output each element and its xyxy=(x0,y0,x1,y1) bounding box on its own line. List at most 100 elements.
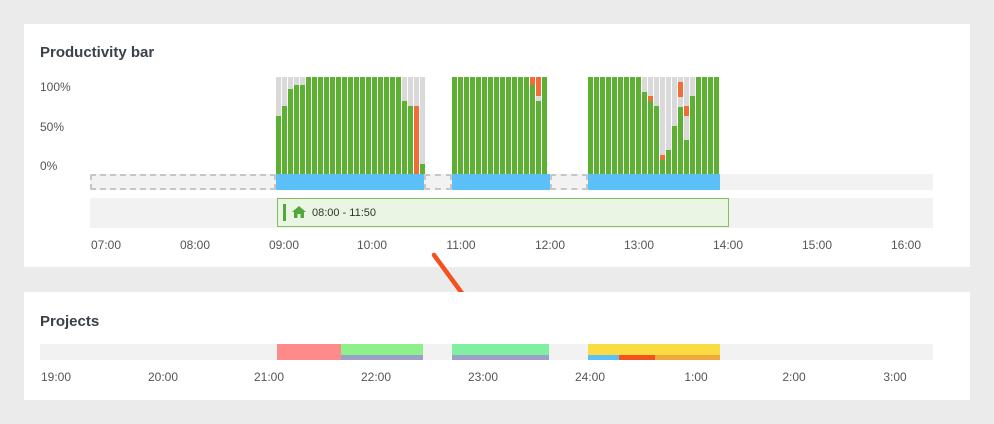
productivity-card: Productivity bar 100% 50% 0% 08:00 - 11:… xyxy=(24,24,970,267)
project-segment[interactable] xyxy=(655,355,720,360)
activity-segment[interactable] xyxy=(452,174,550,190)
productivity-bar[interactable] xyxy=(588,77,593,174)
productivity-bar[interactable] xyxy=(488,77,493,174)
productivity-bar[interactable] xyxy=(654,106,659,174)
productivity-title: Productivity bar xyxy=(40,44,155,61)
productivity-bar[interactable] xyxy=(648,101,653,174)
productivity-bar-segment xyxy=(678,97,683,107)
productivity-bar[interactable] xyxy=(396,77,401,174)
project-segment[interactable] xyxy=(452,355,549,360)
productivity-bar[interactable] xyxy=(378,77,383,174)
x-tick: 13:00 xyxy=(623,238,655,252)
productivity-bar[interactable] xyxy=(690,96,695,174)
productivity-bar[interactable] xyxy=(384,77,389,174)
productivity-bar[interactable] xyxy=(530,85,535,174)
productivity-bar[interactable] xyxy=(366,77,371,174)
productivity-bar[interactable] xyxy=(500,77,505,174)
productivity-bar[interactable] xyxy=(494,77,499,174)
productivity-bar[interactable] xyxy=(470,77,475,174)
productivity-bar-segment xyxy=(648,96,653,101)
project-segment[interactable] xyxy=(341,355,423,360)
productivity-bar[interactable] xyxy=(518,77,523,174)
productivity-bar[interactable] xyxy=(708,77,713,174)
productivity-bar[interactable] xyxy=(282,106,287,174)
productivity-bar[interactable] xyxy=(536,101,541,174)
productivity-bar[interactable] xyxy=(390,77,395,174)
productivity-bar[interactable] xyxy=(606,77,611,174)
productivity-bar[interactable] xyxy=(666,150,671,174)
productivity-bar[interactable] xyxy=(420,164,425,174)
project-segment[interactable] xyxy=(588,344,720,355)
productivity-bar[interactable] xyxy=(276,116,281,174)
projects-card: Projects 19:00 20:00 21:00 22:00 23:00 2… xyxy=(24,292,970,400)
productivity-bar[interactable] xyxy=(600,77,605,174)
productivity-bar[interactable] xyxy=(336,77,341,174)
productivity-bar[interactable] xyxy=(684,140,689,174)
productivity-bar-segment xyxy=(660,155,665,160)
productivity-bar[interactable] xyxy=(288,89,293,174)
productivity-bar[interactable] xyxy=(482,77,487,174)
x-tick: 15:00 xyxy=(801,238,833,252)
productivity-bar[interactable] xyxy=(672,126,677,174)
productivity-bar[interactable] xyxy=(524,77,529,174)
productivity-bar[interactable] xyxy=(294,85,299,174)
productivity-bar[interactable] xyxy=(306,77,311,174)
activity-segment[interactable] xyxy=(588,174,720,190)
productivity-bar[interactable] xyxy=(678,107,683,174)
productivity-bar-segment xyxy=(282,77,287,106)
productivity-bar[interactable] xyxy=(342,77,347,174)
productivity-bar[interactable] xyxy=(330,77,335,174)
productivity-bar[interactable] xyxy=(408,106,413,174)
schedule-block[interactable]: 08:00 - 11:50 xyxy=(277,198,729,227)
productivity-bar[interactable] xyxy=(300,85,305,174)
x-tick: 3:00 xyxy=(883,370,907,384)
project-segment[interactable] xyxy=(619,355,655,360)
productivity-bar[interactable] xyxy=(372,77,377,174)
productivity-bar[interactable] xyxy=(696,77,701,174)
productivity-bar[interactable] xyxy=(660,160,665,174)
productivity-bar[interactable] xyxy=(594,77,599,174)
x-tick: 09:00 xyxy=(268,238,300,252)
project-segment[interactable] xyxy=(341,344,423,355)
productivity-bar-segment xyxy=(288,77,293,89)
productivity-bar-segment xyxy=(530,77,535,85)
productivity-bar-segment xyxy=(276,77,281,116)
x-tick: 2:00 xyxy=(782,370,806,384)
productivity-bar[interactable] xyxy=(458,77,463,174)
x-tick: 08:00 xyxy=(179,238,211,252)
productivity-bar[interactable] xyxy=(542,77,547,174)
x-tick: 20:00 xyxy=(147,370,179,384)
productivity-bar[interactable] xyxy=(512,77,517,174)
productivity-bar[interactable] xyxy=(506,77,511,174)
productivity-bar[interactable] xyxy=(624,77,629,174)
productivity-bar[interactable] xyxy=(360,77,365,174)
productivity-bar[interactable] xyxy=(312,77,317,174)
productivity-bar[interactable] xyxy=(452,77,457,174)
productivity-bar[interactable] xyxy=(318,77,323,174)
productivity-bar[interactable] xyxy=(476,77,481,174)
productivity-bar-segment xyxy=(414,106,419,174)
productivity-bar-segment xyxy=(420,77,425,164)
productivity-bar[interactable] xyxy=(702,77,707,174)
productivity-bar[interactable] xyxy=(642,92,647,174)
productivity-bar[interactable] xyxy=(402,101,407,174)
project-segment[interactable] xyxy=(277,344,341,360)
productivity-bar[interactable] xyxy=(630,77,635,174)
productivity-bar[interactable] xyxy=(636,77,641,174)
productivity-bar[interactable] xyxy=(354,77,359,174)
project-segment[interactable] xyxy=(452,344,549,355)
productivity-bar[interactable] xyxy=(618,77,623,174)
x-tick: 24:00 xyxy=(574,370,606,384)
x-tick: 19:00 xyxy=(40,370,72,384)
productivity-bars xyxy=(24,24,970,267)
activity-segment[interactable] xyxy=(276,174,424,190)
project-segment[interactable] xyxy=(588,355,619,360)
y-label-100: 100% xyxy=(40,80,71,94)
productivity-bar[interactable] xyxy=(324,77,329,174)
productivity-bar[interactable] xyxy=(464,77,469,174)
productivity-bar-segment xyxy=(642,77,647,92)
productivity-bar[interactable] xyxy=(348,77,353,174)
productivity-bar-segment xyxy=(684,77,689,106)
productivity-bar[interactable] xyxy=(714,77,719,174)
productivity-bar[interactable] xyxy=(612,77,617,174)
